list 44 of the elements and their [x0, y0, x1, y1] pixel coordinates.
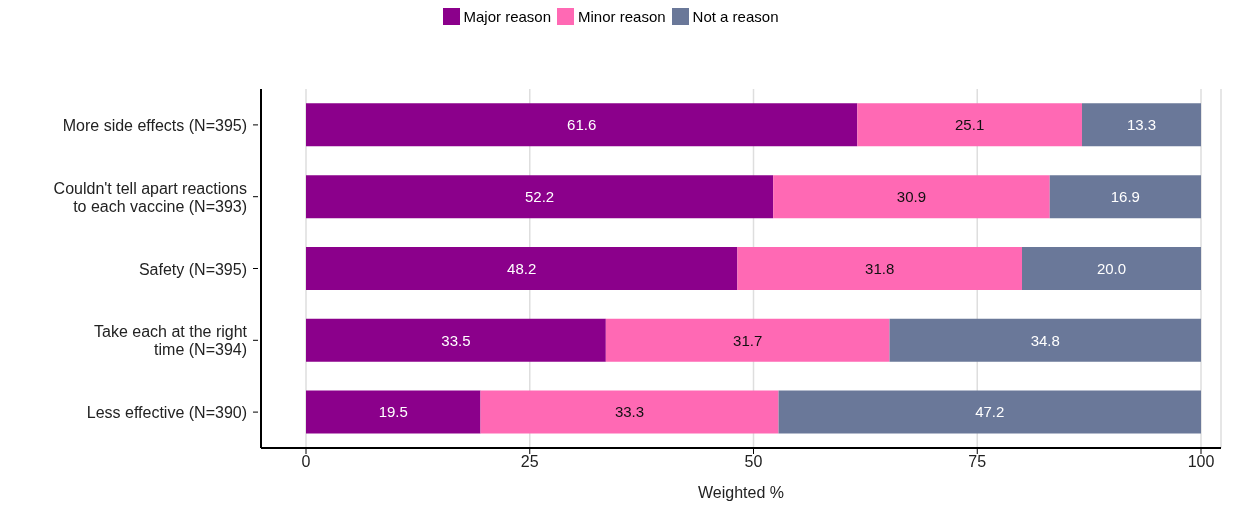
data-label: 33.5	[441, 331, 471, 349]
bar	[1022, 246, 1201, 290]
y-tick-label: Safety (N=395)	[138, 260, 247, 277]
bar	[480, 390, 779, 434]
bar	[1049, 175, 1201, 219]
x-axis-title: Weighted %	[698, 484, 784, 501]
x-tick-label: 50	[744, 453, 763, 471]
x-tick-label: 25	[520, 453, 539, 471]
data-label: 13.3	[1126, 116, 1157, 134]
legend-label: Major reason	[463, 8, 552, 25]
data-label: 20.0	[1096, 259, 1127, 277]
data-label: 33.3	[614, 403, 645, 421]
y-tick-label: Couldn't tell apart reactions to each vaccine (N=393)	[53, 179, 247, 215]
bar	[737, 246, 1022, 290]
data-label: 48.2	[507, 259, 537, 277]
bar	[306, 390, 481, 434]
data-label: 31.8	[865, 259, 895, 277]
x-tick-label: 75	[968, 453, 987, 471]
y-tick-label: Take each at the right time (N=394)	[94, 322, 248, 358]
data-label: 25.1	[955, 116, 985, 134]
bar	[857, 103, 1082, 147]
x-tick-label: 100	[1187, 453, 1215, 471]
data-label: 19.5	[378, 403, 408, 421]
bar	[306, 246, 738, 290]
data-label: 31.7	[733, 331, 763, 349]
data-label: 34.8	[1030, 331, 1060, 349]
bar	[889, 318, 1201, 362]
y-tick-label: More side effects (N=395)	[62, 116, 247, 134]
data-label: 16.9	[1110, 187, 1140, 205]
data-label: 30.9	[896, 187, 927, 205]
y-tick-label: Less effective (N=390)	[86, 403, 247, 421]
legend-label: Not a reason	[692, 8, 779, 25]
bar	[605, 318, 890, 362]
bar	[778, 390, 1201, 434]
legend-label: Minor reason	[578, 8, 666, 25]
x-tick-label: 0	[301, 453, 311, 471]
data-label: 47.2	[975, 403, 1005, 421]
data-label: 52.2	[524, 187, 555, 205]
bar	[306, 175, 774, 219]
bar	[306, 318, 606, 362]
bar	[1081, 103, 1201, 147]
bar	[773, 175, 1050, 219]
bar	[306, 103, 858, 147]
data-label: 61.6	[567, 116, 597, 134]
